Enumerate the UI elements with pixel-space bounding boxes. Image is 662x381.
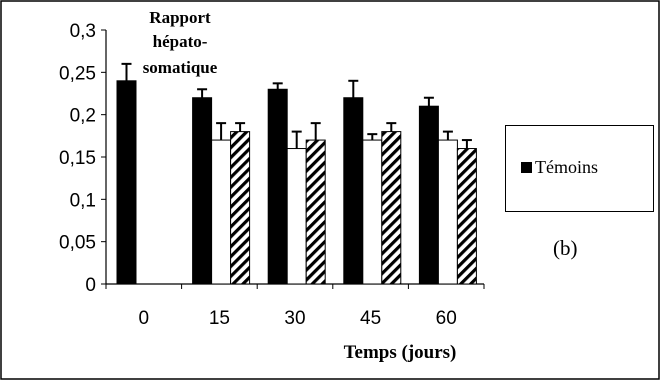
y-tick-label: 0 bbox=[85, 275, 96, 296]
x-tick-label: 45 bbox=[360, 308, 381, 329]
bar-t-moins-60 bbox=[418, 105, 439, 285]
bar-t-moins-30 bbox=[267, 88, 288, 285]
y-tick-label: 0,25 bbox=[59, 63, 96, 84]
legend-item-temoins: Témoins bbox=[521, 157, 598, 178]
x-tick-label: 15 bbox=[209, 308, 230, 329]
x-tick-label: 0 bbox=[139, 308, 150, 329]
y-tick-label: 0,15 bbox=[59, 148, 96, 169]
bar-series-3-15 bbox=[230, 131, 251, 285]
chart-title-line: Rapport bbox=[149, 8, 211, 27]
y-tick-label: 0,3 bbox=[70, 21, 96, 42]
bar-t-moins-0 bbox=[116, 80, 137, 285]
bar-series-2-45 bbox=[362, 139, 383, 285]
panel-label: (b) bbox=[553, 236, 578, 260]
y-tick-label: 0,2 bbox=[70, 106, 96, 127]
chart-title-line: hépato- bbox=[153, 32, 208, 51]
bar-t-moins-45 bbox=[343, 97, 364, 285]
x-tick-label: 60 bbox=[436, 308, 457, 329]
bar-t-moins-15 bbox=[192, 97, 213, 285]
bar-series-2-15 bbox=[211, 139, 232, 285]
bar-series-3-45 bbox=[381, 131, 402, 285]
y-tick-label: 0,05 bbox=[59, 233, 96, 254]
bar-series-3-60 bbox=[456, 148, 477, 285]
legend-swatch-temoins bbox=[521, 162, 532, 173]
bar-series-2-30 bbox=[286, 148, 307, 285]
bar-series-3-30 bbox=[305, 139, 326, 285]
x-tick-label: 30 bbox=[284, 308, 305, 329]
legend-label-temoins: Témoins bbox=[535, 157, 598, 177]
y-tick-label: 0,1 bbox=[70, 190, 96, 211]
x-axis-title: Temps (jours) bbox=[344, 342, 457, 363]
bar-series-2-60 bbox=[437, 139, 458, 285]
chart-title-line: somatique bbox=[143, 58, 218, 77]
legend: Témoins bbox=[505, 125, 654, 212]
